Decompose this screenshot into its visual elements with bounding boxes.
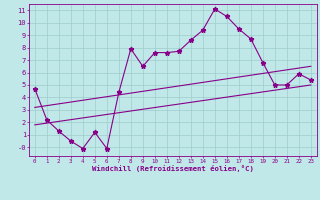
X-axis label: Windchill (Refroidissement éolien,°C): Windchill (Refroidissement éolien,°C) bbox=[92, 165, 254, 172]
